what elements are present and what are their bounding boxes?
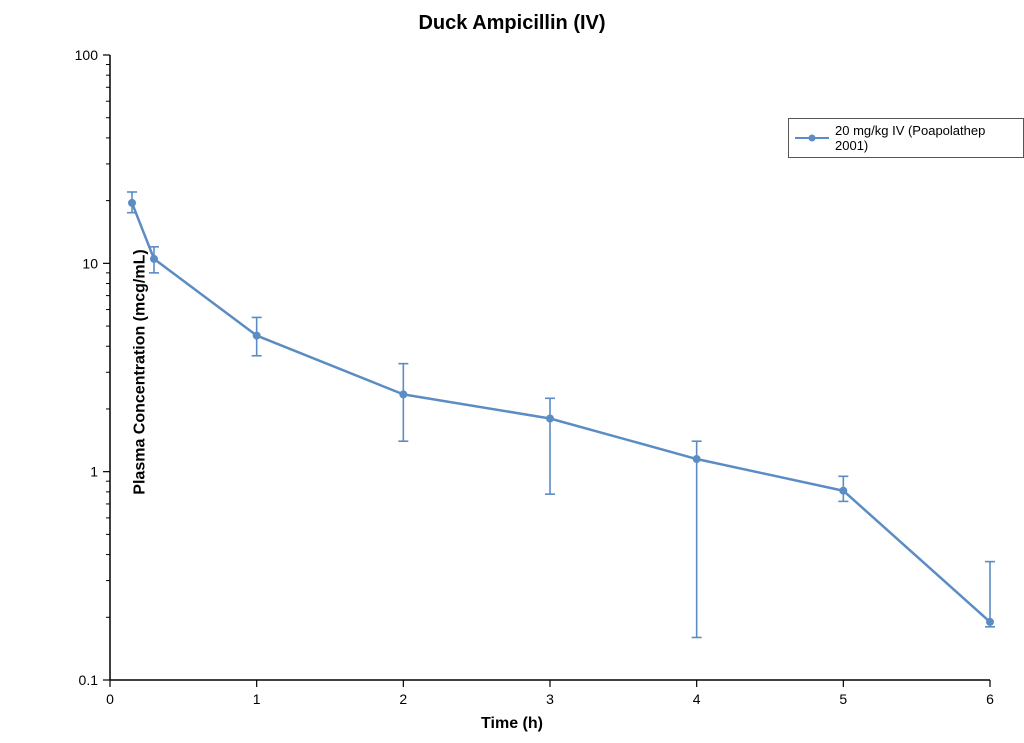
- legend-swatch: [795, 131, 829, 145]
- svg-text:5: 5: [839, 691, 847, 707]
- y-axis-label: Plasma Concentration (mcg/mL): [132, 249, 150, 494]
- svg-text:10: 10: [82, 255, 98, 271]
- svg-text:6: 6: [986, 691, 994, 707]
- svg-text:0.1: 0.1: [79, 672, 99, 688]
- chart-title: Duck Ampicillin (IV): [0, 12, 1024, 35]
- svg-text:0: 0: [106, 691, 114, 707]
- svg-text:1: 1: [253, 691, 261, 707]
- svg-text:1: 1: [90, 464, 98, 480]
- svg-text:3: 3: [546, 691, 554, 707]
- svg-text:4: 4: [693, 691, 701, 707]
- legend-label: 20 mg/kg IV (Poapolathep 2001): [835, 123, 1015, 153]
- chart-plot: 0 1 2 3 4 5 6 0.1 1 10 100: [0, 0, 1024, 743]
- x-axis-label: Time (h): [0, 715, 1024, 733]
- svg-text:100: 100: [75, 47, 99, 63]
- legend: 20 mg/kg IV (Poapolathep 2001): [788, 118, 1024, 158]
- chart-container: Duck Ampicillin (IV) Plasma Concentratio…: [0, 0, 1024, 743]
- svg-text:2: 2: [399, 691, 407, 707]
